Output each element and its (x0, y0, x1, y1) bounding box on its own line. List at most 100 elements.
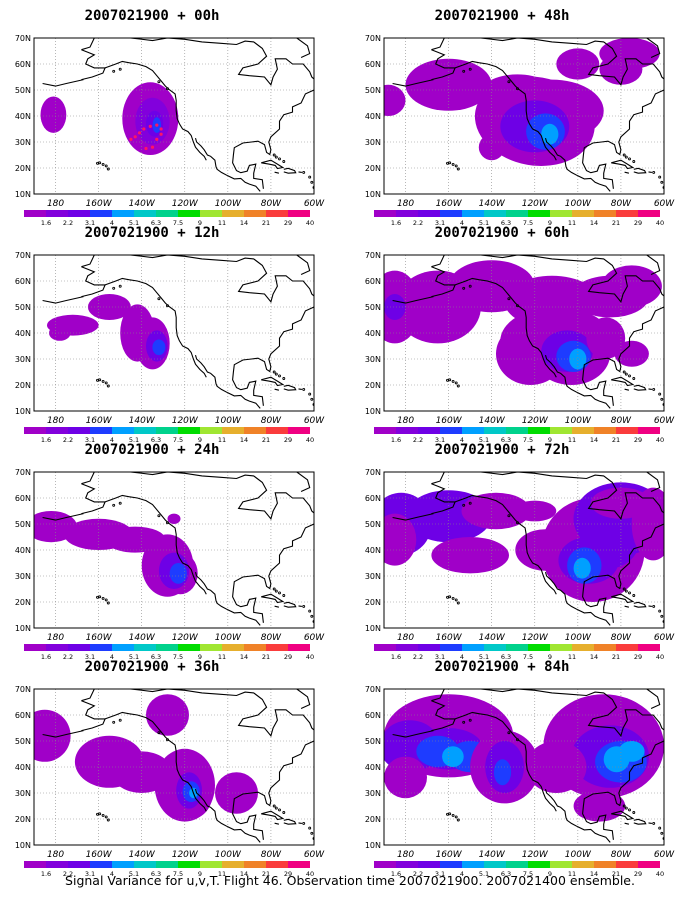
colorbar-label: 6.3 (151, 653, 161, 661)
colorbar-swatch (462, 644, 484, 651)
x-tick-label: 140W (129, 199, 156, 209)
map-frame (383, 471, 665, 629)
x-tick-label: 60W (654, 850, 675, 860)
x-tick-label: 60W (304, 850, 325, 860)
colorbar-swatch (244, 644, 266, 651)
x-tick-label: 80W (611, 199, 632, 209)
colorbar-label: 21 (612, 870, 620, 878)
flight-track-point (144, 146, 148, 151)
colorbar-label: 9 (198, 653, 202, 661)
y-tick-label: 20N (365, 164, 381, 173)
colorbar-label: 3.1 (435, 219, 445, 227)
colorbar-swatch (156, 644, 178, 651)
colorbar-label: 2.2 (63, 870, 73, 878)
map-plot: 10N 20N 30N 40N 50N 60N 70N 180 160W 140W 120W 100W… (15, 468, 325, 661)
colorbar-label: 21 (262, 219, 270, 227)
colorbar-label: 5.1 (129, 436, 139, 444)
y-tick-label: 20N (15, 381, 31, 390)
x-tick-label: 100W (215, 850, 242, 860)
colorbar-label: 40 (306, 219, 314, 227)
colorbar-swatch (90, 644, 112, 651)
colorbar-swatch (90, 210, 112, 217)
colorbar-label: 3.1 (85, 870, 95, 878)
colorbar-label: 3.1 (435, 653, 445, 661)
coastlines (42, 38, 314, 192)
x-tick-label: 180 (47, 416, 64, 426)
colorbar-swatch (462, 210, 484, 217)
colorbar-swatch (200, 861, 222, 868)
x-tick-label: 80W (261, 416, 282, 426)
x-tick-label: 160W (436, 416, 463, 426)
x-tick-label: 160W (86, 416, 113, 426)
variance-field (384, 255, 664, 411)
flight-track-point (159, 127, 163, 131)
colorbar-label: 14 (240, 870, 248, 878)
colorbar-label: 6.3 (151, 870, 161, 878)
panel-title: 2007021900 + 36h (84, 659, 220, 675)
colorbar-label: 4 (460, 436, 464, 444)
colorbar-label: 1.6 (391, 653, 401, 661)
colorbar-swatch (418, 644, 440, 651)
colorbar-swatch (134, 210, 156, 217)
colorbar-label: 2.2 (63, 436, 73, 444)
map-panel: 2007021900 + 12h 10N 20N 30N 40N 50N 60N 70N 180… (2, 225, 325, 444)
map-panel: 2007021900 + 00h 10N 20N 30N 40N 50N 60N 70N 180… (2, 8, 325, 227)
y-tick-label: 70N (15, 251, 31, 260)
colorbar-swatch (200, 427, 222, 434)
coastlines (392, 255, 664, 409)
flight-track-point (155, 123, 159, 127)
colorbar-label: 7.5 (523, 870, 533, 878)
colorbar-swatch (594, 210, 616, 217)
x-tick-label: 160W (86, 850, 113, 860)
colorbar-swatch (134, 644, 156, 651)
colorbar-label: 11 (218, 436, 226, 444)
y-tick-label: 70N (365, 251, 381, 260)
panel-title: 2007021900 + 48h (434, 8, 570, 24)
y-tick-label: 30N (365, 789, 381, 798)
y-tick-label: 60N (365, 711, 381, 720)
y-tick-label: 60N (15, 60, 31, 69)
colorbar-swatch (24, 861, 46, 868)
colorbar-label: 14 (590, 870, 598, 878)
colorbar: 1.6 2.2 3.1 4 5.1 6.3 7.5 9 11 14 21 29 40 (24, 210, 314, 227)
colorbar-label: 7.5 (523, 219, 533, 227)
colorbar-swatch (178, 644, 200, 651)
colorbar-label: 5.1 (129, 219, 139, 227)
colorbar-swatch (266, 210, 288, 217)
colorbar-swatch (68, 644, 90, 651)
colorbar-swatch (528, 644, 550, 651)
x-tick-label: 120W (172, 416, 199, 426)
colorbar-label: 5.1 (129, 870, 139, 878)
colorbar-swatch (616, 644, 638, 651)
gridlines (384, 255, 664, 411)
figure-caption: Signal Variance for u,v,T. Flight 46. Ob… (65, 873, 635, 888)
colorbar-swatch (222, 210, 244, 217)
colorbar-swatch (68, 427, 90, 434)
colorbar-label: 21 (262, 436, 270, 444)
x-tick-label: 180 (47, 633, 64, 643)
y-tick-label: 60N (365, 494, 381, 503)
colorbar-label: 4 (460, 219, 464, 227)
colorbar-swatch (374, 644, 396, 651)
x-tick-label: 100W (565, 633, 592, 643)
colorbar-label: 2.2 (413, 219, 423, 227)
x-tick-label: 140W (479, 416, 506, 426)
map-frame (33, 471, 315, 629)
colorbar-label: 7.5 (173, 436, 183, 444)
colorbar-swatch (440, 210, 462, 217)
colorbar-swatch (528, 210, 550, 217)
colorbar-swatch (288, 861, 310, 868)
y-tick-label: 70N (365, 468, 381, 477)
colorbar-label: 4 (460, 653, 464, 661)
map-panel: 2007021900 + 60h 10N 20N 30N 40N 50N 60N 70N 180… (352, 225, 675, 444)
x-tick-label: 180 (47, 850, 64, 860)
gridlines (384, 38, 664, 194)
flight-track-point (150, 145, 155, 149)
colorbar-swatch (550, 210, 572, 217)
colorbar-swatch (418, 861, 440, 868)
colorbar-label: 9 (198, 219, 202, 227)
gridlines (34, 472, 314, 628)
colorbar-swatch (440, 427, 462, 434)
x-tick-label: 180 (397, 633, 414, 643)
colorbar-swatch (46, 644, 68, 651)
